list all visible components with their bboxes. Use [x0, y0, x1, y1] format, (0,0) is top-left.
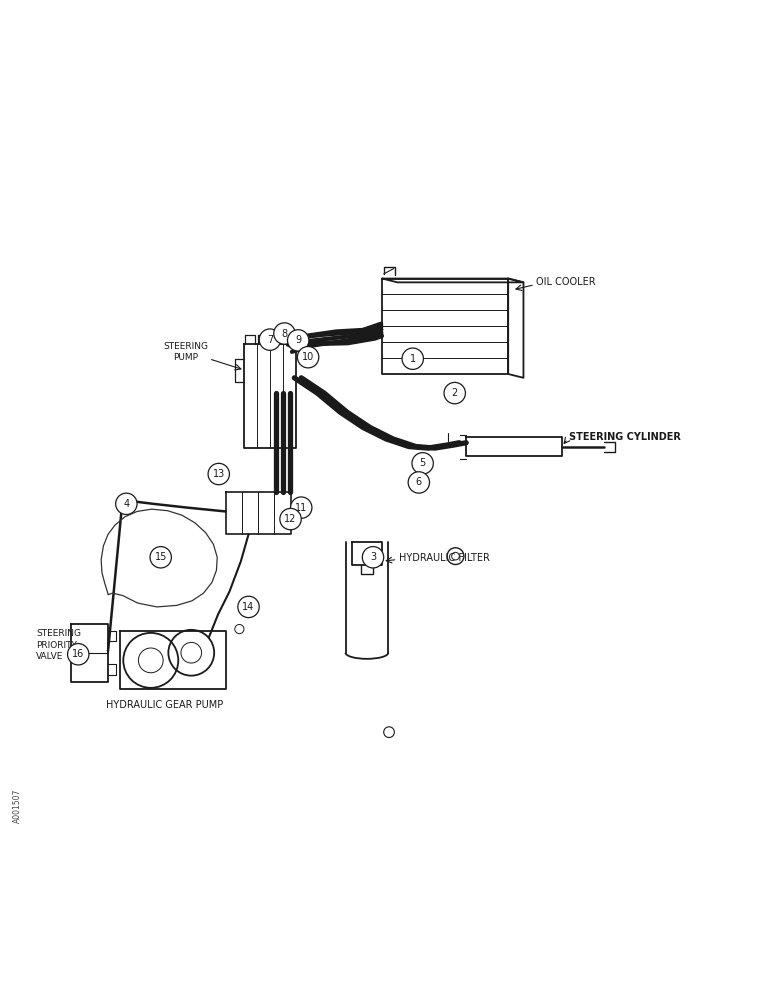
Circle shape	[259, 329, 280, 350]
Circle shape	[116, 493, 137, 515]
Circle shape	[297, 347, 319, 368]
Text: 14: 14	[242, 602, 255, 612]
Circle shape	[362, 547, 384, 568]
Text: STEERING
PUMP: STEERING PUMP	[164, 342, 208, 362]
Text: STEERING
PRIORITY
VALVE: STEERING PRIORITY VALVE	[36, 629, 81, 661]
Circle shape	[402, 348, 423, 369]
Circle shape	[274, 323, 295, 344]
Circle shape	[150, 547, 171, 568]
Text: 15: 15	[154, 552, 167, 562]
Text: 3: 3	[370, 552, 376, 562]
Circle shape	[238, 596, 259, 618]
Circle shape	[408, 472, 429, 493]
Circle shape	[280, 508, 301, 530]
Text: A001507: A001507	[13, 788, 22, 823]
Circle shape	[444, 382, 466, 404]
Circle shape	[412, 453, 433, 474]
Text: HYDRAULIC GEAR PUMP: HYDRAULIC GEAR PUMP	[106, 700, 223, 710]
Text: 1: 1	[410, 354, 416, 364]
Text: 4: 4	[124, 499, 130, 509]
Circle shape	[290, 497, 312, 518]
Text: 9: 9	[295, 335, 301, 345]
Text: 2: 2	[452, 388, 458, 398]
Text: 11: 11	[295, 503, 307, 513]
Text: HYDRAULIC FILTER: HYDRAULIC FILTER	[399, 553, 490, 563]
Text: 8: 8	[281, 329, 287, 339]
Circle shape	[208, 463, 229, 485]
Text: 7: 7	[267, 335, 273, 345]
Circle shape	[68, 644, 89, 665]
Text: 5: 5	[419, 458, 426, 468]
Text: 10: 10	[302, 352, 314, 362]
Circle shape	[287, 330, 309, 351]
Text: STEERING CYLINDER: STEERING CYLINDER	[569, 432, 681, 442]
Text: 12: 12	[284, 514, 296, 524]
Text: 13: 13	[212, 469, 225, 479]
Text: OIL COOLER: OIL COOLER	[537, 277, 596, 287]
Text: 16: 16	[72, 649, 84, 659]
Text: 6: 6	[416, 477, 422, 487]
